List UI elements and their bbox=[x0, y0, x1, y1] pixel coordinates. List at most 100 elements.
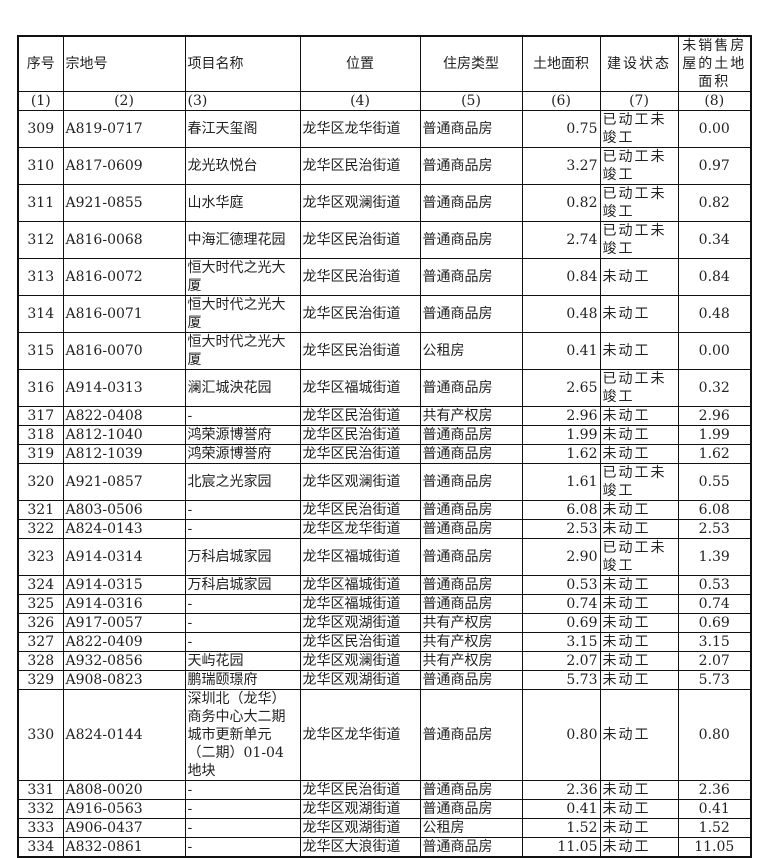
location-cell: 龙华区民治街道 bbox=[299, 406, 421, 426]
column-index-row: (1) (2) (3) (4) (5) (6) (7) (8) bbox=[17, 91, 752, 111]
seq-cell: 329 bbox=[17, 670, 64, 690]
status-cell: 未动工 bbox=[599, 519, 679, 539]
project-name-cell: - bbox=[184, 613, 301, 633]
column-index: (2) bbox=[62, 91, 186, 111]
status-cell: 未动工 bbox=[599, 818, 679, 838]
unsold-area-cell: 2.36 bbox=[677, 780, 752, 800]
parcel-id-cell: A812-1040 bbox=[62, 425, 186, 445]
project-name-cell: 天屿花园 bbox=[184, 651, 301, 671]
status-cell: 未动工 bbox=[599, 613, 679, 633]
status-cell: 未动工 bbox=[599, 689, 679, 781]
status-cell: 已动工未竣工 bbox=[599, 221, 679, 259]
unsold-area-cell: 2.53 bbox=[677, 519, 752, 539]
unsold-area-cell: 5.73 bbox=[677, 670, 752, 690]
parcel-id-cell: A816-0068 bbox=[62, 221, 186, 259]
land-area-cell: 2.07 bbox=[521, 651, 601, 671]
unsold-area-cell: 0.84 bbox=[677, 258, 752, 296]
unsold-area-cell: 0.00 bbox=[677, 110, 752, 148]
column-index: (3) bbox=[184, 91, 301, 111]
column-index: (4) bbox=[299, 91, 421, 111]
unsold-area-cell: 0.80 bbox=[677, 689, 752, 781]
project-name-cell: - bbox=[184, 780, 301, 800]
project-name-cell: 山水华庭 bbox=[184, 184, 301, 222]
parcel-id-cell: A812-1039 bbox=[62, 444, 186, 464]
unsold-area-cell: 0.00 bbox=[677, 332, 752, 370]
seq-cell: 323 bbox=[17, 538, 64, 576]
project-name-cell: 鸿荣源博誉府 bbox=[184, 444, 301, 464]
table-row: 322 A824-0143- 龙华区龙华街道 普通商品房 2.53 未动工 2.53 bbox=[17, 519, 752, 539]
location-cell: 龙华区民治街道 bbox=[299, 147, 421, 185]
housing-type-cell: 普通商品房 bbox=[419, 670, 523, 690]
housing-type-cell: 普通商品房 bbox=[419, 463, 523, 501]
project-name-cell: - bbox=[184, 799, 301, 819]
table-row: 330 A824-0144 深圳北（龙华）商务中心大二期城市更新单元（二期）01-0… bbox=[17, 689, 752, 781]
seq-cell: 315 bbox=[17, 332, 64, 370]
housing-type-cell: 普通商品房 bbox=[419, 184, 523, 222]
header-unsold-area: 未销售房屋的土地面积 bbox=[677, 35, 752, 92]
location-cell: 龙华区龙华街道 bbox=[299, 689, 421, 781]
status-cell: 已动工未竣工 bbox=[599, 147, 679, 185]
status-cell: 未动工 bbox=[599, 258, 679, 296]
seq-cell: 326 bbox=[17, 613, 64, 633]
location-cell: 龙华区福城街道 bbox=[299, 594, 421, 614]
housing-type-cell: 普通商品房 bbox=[419, 147, 523, 185]
land-area-cell: 0.41 bbox=[521, 799, 601, 819]
status-cell: 未动工 bbox=[599, 425, 679, 445]
location-cell: 龙华区民治街道 bbox=[299, 780, 421, 800]
seq-cell: 330 bbox=[17, 689, 64, 781]
unsold-area-cell: 0.82 bbox=[677, 184, 752, 222]
location-cell: 龙华区民治街道 bbox=[299, 258, 421, 296]
status-cell: 未动工 bbox=[599, 575, 679, 595]
table-row: 328 A932-0856 天屿花园 龙华区观澜街道 共有产权房 2.07 未动工 2.07 bbox=[17, 651, 752, 671]
table-row: 326 A917-0057- 龙华区观湖街道 共有产权房 0.69 未动工 0.69 bbox=[17, 613, 752, 633]
status-cell: 未动工 bbox=[599, 799, 679, 819]
column-index: (7) bbox=[599, 91, 679, 111]
project-name-cell: - bbox=[184, 500, 301, 520]
land-area-cell: 2.65 bbox=[521, 369, 601, 407]
housing-type-cell: 普通商品房 bbox=[419, 425, 523, 445]
seq-cell: 317 bbox=[17, 406, 64, 426]
unsold-area-cell: 0.53 bbox=[677, 575, 752, 595]
table-row: 321 A803-0506- 龙华区民治街道 普通商品房 6.08 未动工 6.08 bbox=[17, 500, 752, 520]
status-cell: 已动工未竣工 bbox=[599, 538, 679, 576]
header-parcel-id: 宗地号 bbox=[62, 35, 186, 92]
parcel-id-cell: A824-0143 bbox=[62, 519, 186, 539]
housing-type-cell: 共有产权房 bbox=[419, 632, 523, 652]
unsold-area-cell: 1.39 bbox=[677, 538, 752, 576]
parcel-id-cell: A822-0409 bbox=[62, 632, 186, 652]
location-cell: 龙华区民治街道 bbox=[299, 332, 421, 370]
seq-cell: 327 bbox=[17, 632, 64, 652]
location-cell: 龙华区龙华街道 bbox=[299, 519, 421, 539]
table-row: 315 A816-0070 恒大时代之光大厦 龙华区民治街道 公租房 0.41 未动工 0.0… bbox=[17, 332, 752, 370]
housing-type-cell: 普通商品房 bbox=[419, 780, 523, 800]
parcel-id-cell: A916-0563 bbox=[62, 799, 186, 819]
unsold-area-cell: 0.41 bbox=[677, 799, 752, 819]
location-cell: 龙华区观湖街道 bbox=[299, 818, 421, 838]
unsold-area-cell: 2.07 bbox=[677, 651, 752, 671]
seq-cell: 309 bbox=[17, 110, 64, 148]
location-cell: 龙华区民治街道 bbox=[299, 444, 421, 464]
status-cell: 已动工未竣工 bbox=[599, 110, 679, 148]
table-row: 320 A921-0857 北宸之光家园 龙华区观澜街道 普通商品房 1.61 已动工未竣工… bbox=[17, 463, 752, 501]
location-cell: 龙华区观澜街道 bbox=[299, 184, 421, 222]
seq-cell: 319 bbox=[17, 444, 64, 464]
header-location: 位置 bbox=[299, 35, 421, 92]
land-area-cell: 6.08 bbox=[521, 500, 601, 520]
seq-cell: 312 bbox=[17, 221, 64, 259]
land-area-cell: 0.69 bbox=[521, 613, 601, 633]
land-area-cell: 0.82 bbox=[521, 184, 601, 222]
table-row: 313 A816-0072 恒大时代之光大厦 龙华区民治街道 普通商品房 0.84 未动工 0… bbox=[17, 258, 752, 296]
table-row: 331 A808-0020- 龙华区民治街道 普通商品房 2.36 未动工 2.36 bbox=[17, 780, 752, 800]
housing-type-cell: 普通商品房 bbox=[419, 258, 523, 296]
seq-cell: 320 bbox=[17, 463, 64, 501]
seq-cell: 321 bbox=[17, 500, 64, 520]
header-seq: 序号 bbox=[17, 35, 64, 92]
housing-type-cell: 普通商品房 bbox=[419, 594, 523, 614]
table-row: 327 A822-0409- 龙华区民治街道 共有产权房 3.15 未动工 3.15 bbox=[17, 632, 752, 652]
unsold-area-cell: 0.69 bbox=[677, 613, 752, 633]
project-name-cell: 鸿荣源博誉府 bbox=[184, 425, 301, 445]
housing-type-cell: 普通商品房 bbox=[419, 110, 523, 148]
housing-type-cell: 普通商品房 bbox=[419, 519, 523, 539]
column-index: (6) bbox=[521, 91, 601, 111]
land-area-cell: 0.48 bbox=[521, 295, 601, 333]
